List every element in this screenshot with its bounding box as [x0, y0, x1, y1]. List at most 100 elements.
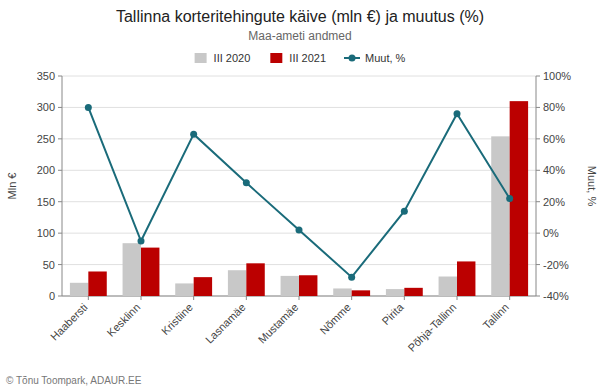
bar: [70, 283, 88, 296]
bar: [439, 277, 457, 296]
bar: [88, 271, 106, 296]
y-axis-line: [62, 76, 63, 296]
line-marker: [85, 104, 92, 111]
line-marker: [506, 195, 513, 202]
x-tick-label: Haabersti: [48, 301, 90, 343]
y2-tick: [536, 170, 540, 171]
y2-tick: [536, 107, 540, 108]
y2-tick-label: 60%: [543, 133, 565, 145]
y-tick: [58, 107, 62, 108]
x-tick-label: Pirita: [380, 300, 407, 327]
y-tick-label: 150: [37, 196, 55, 208]
y-tick: [58, 296, 62, 297]
legend-swatch: [195, 53, 207, 63]
y2-tick: [536, 76, 540, 77]
title: Tallinna korteritehingute käive (mln €) …: [116, 8, 484, 25]
line-marker: [348, 274, 355, 281]
grid-line: [62, 170, 536, 171]
legend-swatch-marker: [349, 55, 356, 62]
grid-line: [62, 201, 536, 202]
y-tick-label: 350: [37, 70, 55, 82]
x-tick: [88, 296, 89, 300]
legend-swatch: [270, 53, 282, 63]
y-tick: [58, 170, 62, 171]
bar: [386, 289, 404, 296]
x-tick-label: Mustamäe: [256, 301, 301, 346]
y-tick-label: 0: [49, 290, 55, 302]
legend: III 2020 III 2021 Muut, %: [195, 52, 406, 64]
bar: [333, 288, 351, 296]
x-tick: [509, 296, 510, 300]
bar: [246, 263, 264, 296]
y-tick-label: 300: [37, 101, 55, 113]
line-marker: [454, 110, 461, 117]
y-tick-label: 250: [37, 133, 55, 145]
grid-line: [62, 76, 536, 77]
bar: [457, 261, 475, 296]
line-marker: [401, 208, 408, 215]
y2-tick: [536, 233, 540, 234]
bar: [299, 275, 317, 296]
x-tick-label: Nõmme: [317, 301, 353, 337]
y-tick-label: 200: [37, 164, 55, 176]
line-marker: [138, 238, 145, 245]
y2-tick-label: 20%: [543, 196, 565, 208]
subtitle: Maa-ameti andmed: [248, 29, 351, 43]
y-tick: [58, 201, 62, 202]
bar: [175, 283, 193, 296]
y2-tick-label: -20%: [543, 259, 569, 271]
x-tick: [246, 296, 247, 300]
grid-line: [62, 138, 536, 139]
y2-tick: [536, 201, 540, 202]
x-tick-label: Tallinn: [481, 301, 512, 332]
line-marker: [296, 227, 303, 234]
y-tick: [58, 138, 62, 139]
annotation: © Tõnu Toompark, ADAUR.EE: [6, 375, 142, 386]
bar: [141, 248, 159, 296]
x-tick-label: Kesklinn: [105, 301, 143, 339]
line-marker: [190, 131, 197, 138]
bar: [281, 276, 299, 296]
bar: [194, 277, 212, 296]
legend-entry: III 2021: [289, 52, 326, 64]
y2-tick-label: 80%: [543, 101, 565, 113]
x-tick: [141, 296, 142, 300]
y2-axis-line: [536, 76, 537, 296]
chart: Tallinna korteritehingute käive (mln €) …: [0, 0, 600, 392]
grid-line: [62, 107, 536, 108]
x-tick-label: Kristiine: [159, 301, 195, 337]
y-tick: [58, 264, 62, 265]
legend-entry: Muut, %: [365, 52, 406, 64]
background: [0, 0, 600, 392]
y2-tick-label: 40%: [543, 164, 565, 176]
y2-tick-label: 0%: [543, 227, 559, 239]
marks: [70, 101, 528, 296]
y-tick: [58, 233, 62, 234]
line-marker: [243, 179, 250, 186]
x-tick: [351, 296, 352, 300]
y2-axis-label: Muut, %: [586, 166, 598, 207]
axes: 0 50 100 150 200 250 300 350 -40% -20% 0% 20% 40% 60%…: [37, 70, 572, 354]
bar: [123, 243, 141, 296]
y2-tick: [536, 138, 540, 139]
legend-entry: III 2020: [214, 52, 251, 64]
bar: [228, 270, 246, 296]
x-tick-label: Lasnamäe: [203, 301, 248, 346]
line: [88, 107, 509, 277]
x-tick: [457, 296, 458, 300]
y-axis-label: Mln €: [6, 173, 18, 200]
x-tick: [299, 296, 300, 300]
y-tick-label: 100: [37, 227, 55, 239]
x-tick: [193, 296, 194, 300]
y2-tick-label: 100%: [543, 70, 571, 82]
x-tick-label: Põhja-Tallinn: [405, 301, 458, 354]
y2-tick: [536, 264, 540, 265]
y2-tick: [536, 296, 540, 297]
y2-tick-label: -40%: [543, 290, 569, 302]
y-tick: [58, 76, 62, 77]
bar: [404, 288, 422, 296]
x-tick: [404, 296, 405, 300]
y-tick-label: 50: [43, 259, 55, 271]
bar: [352, 290, 370, 296]
bar: [491, 136, 509, 296]
